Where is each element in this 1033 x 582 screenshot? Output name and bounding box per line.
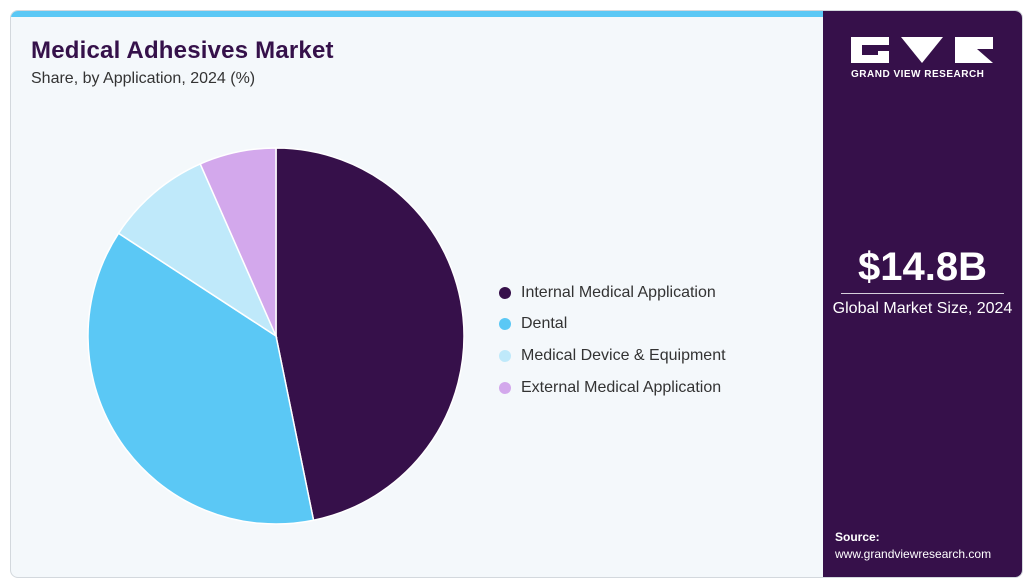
chart-card: Medical Adhesives Market Share, by Appli… (10, 10, 1023, 578)
legend-label: Internal Medical Application (521, 283, 716, 301)
gvr-logo-icon (851, 37, 993, 63)
market-size-label: Global Market Size, 2024 (832, 300, 1013, 317)
pie-slice-external-medical-application (199, 147, 277, 337)
market-size-value: $14.8B (858, 245, 987, 289)
legend-item: Medical Device & Equipment (499, 340, 726, 372)
sidebar-panel: GRAND VIEW RESEARCH $14.8B Global Market… (823, 11, 1022, 577)
pie-slice-internal-medical-application (275, 147, 465, 522)
source-url[interactable]: www.grandviewresearch.com (835, 547, 992, 561)
pie-slice-medical-device-equipment (117, 162, 278, 339)
legend-dot-icon (499, 286, 511, 299)
chart-title: Medical Adhesives Market (31, 37, 334, 64)
brand-name: GRAND VIEW RESEARCH (851, 69, 985, 80)
source-note: Source: www.grandviewresearch.com (835, 529, 991, 563)
source-label: Source: (835, 530, 880, 544)
legend-item: External Medical Application (499, 372, 726, 404)
legend-item: Internal Medical Application (499, 277, 726, 309)
brand-logo: GRAND VIEW RESEARCH (851, 37, 993, 80)
legend-dot-icon (499, 349, 511, 362)
legend-label: Medical Device & Equipment (521, 346, 726, 364)
legend-dot-icon (499, 381, 511, 394)
pie-chart (87, 147, 465, 525)
legend-dot-icon (499, 318, 511, 331)
chart-legend: Internal Medical Application Dental Medica… (499, 277, 726, 403)
accent-bar (11, 11, 823, 17)
legend-label: Dental (521, 315, 568, 333)
legend-label: External Medical Application (521, 378, 722, 396)
pie-slice-dental (87, 232, 315, 525)
divider (841, 293, 1004, 294)
chart-subtitle: Share, by Application, 2024 (%) (31, 70, 256, 87)
legend-item: Dental (499, 309, 726, 341)
